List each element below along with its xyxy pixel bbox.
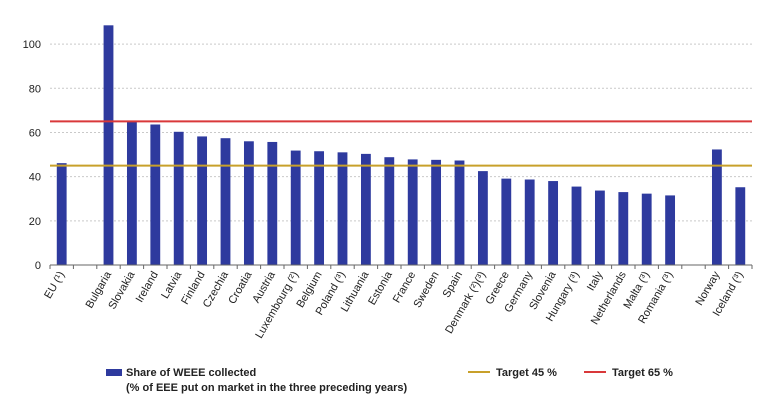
- bar: [641, 193, 652, 265]
- bars: [56, 25, 746, 266]
- bar: [735, 187, 746, 265]
- x-tick-label: EU (¹): [42, 270, 67, 301]
- bar: [407, 159, 418, 265]
- bar: [665, 195, 676, 265]
- legend-label-target-65: Target 65 %: [612, 367, 673, 379]
- bar: [477, 171, 488, 265]
- x-axis-ticks: EU (¹) BulgariaSlovakiaIrelandLatviaFinla…: [42, 265, 753, 341]
- y-tick-label: 0: [35, 260, 41, 272]
- x-tick-label: Spain: [441, 270, 465, 300]
- x-tick-label: Croatia: [226, 269, 255, 306]
- bar: [711, 149, 722, 265]
- bar: [594, 190, 605, 265]
- bar: [548, 181, 559, 265]
- y-tick-label: 80: [29, 83, 41, 95]
- legend-label-target-45: Target 45 %: [496, 367, 557, 379]
- x-tick-label: Ireland: [134, 270, 161, 305]
- legend-swatch-weee: [106, 369, 122, 376]
- bar: [314, 151, 325, 265]
- bar: [501, 178, 512, 265]
- gridlines: [50, 43, 752, 222]
- bar: [360, 153, 371, 265]
- y-tick-label: 100: [23, 39, 41, 51]
- reference-lines: [50, 120, 752, 167]
- bar: [384, 157, 395, 265]
- bar: [431, 159, 442, 265]
- bar: [197, 136, 208, 265]
- bar: [267, 141, 278, 265]
- bar: [173, 131, 184, 265]
- legend-label-weee-sub: (% of EEE put on market in the three pre…: [126, 382, 408, 394]
- bar: [150, 124, 161, 265]
- bar: [243, 141, 254, 265]
- y-tick-label: 40: [29, 172, 41, 184]
- y-axis-ticks: 0 20 40 60 80 100: [23, 39, 41, 272]
- bar: [126, 121, 137, 265]
- legend-label-weee: Share of WEEE collected: [126, 367, 256, 379]
- bar: [337, 152, 348, 265]
- bar: [454, 160, 465, 265]
- bar: [103, 25, 114, 266]
- bar: [220, 138, 231, 265]
- bar: [524, 179, 535, 265]
- y-tick-label: 60: [29, 127, 41, 139]
- bar: [56, 163, 67, 265]
- legend: Share of WEEE collected (% of EEE put on…: [106, 367, 673, 394]
- bar: [571, 186, 582, 265]
- bar: [290, 150, 301, 265]
- y-tick-label: 20: [29, 216, 41, 228]
- x-tick-label: Italy: [585, 269, 606, 293]
- x-tick-label: Estonia: [366, 269, 395, 308]
- bar: [618, 192, 629, 265]
